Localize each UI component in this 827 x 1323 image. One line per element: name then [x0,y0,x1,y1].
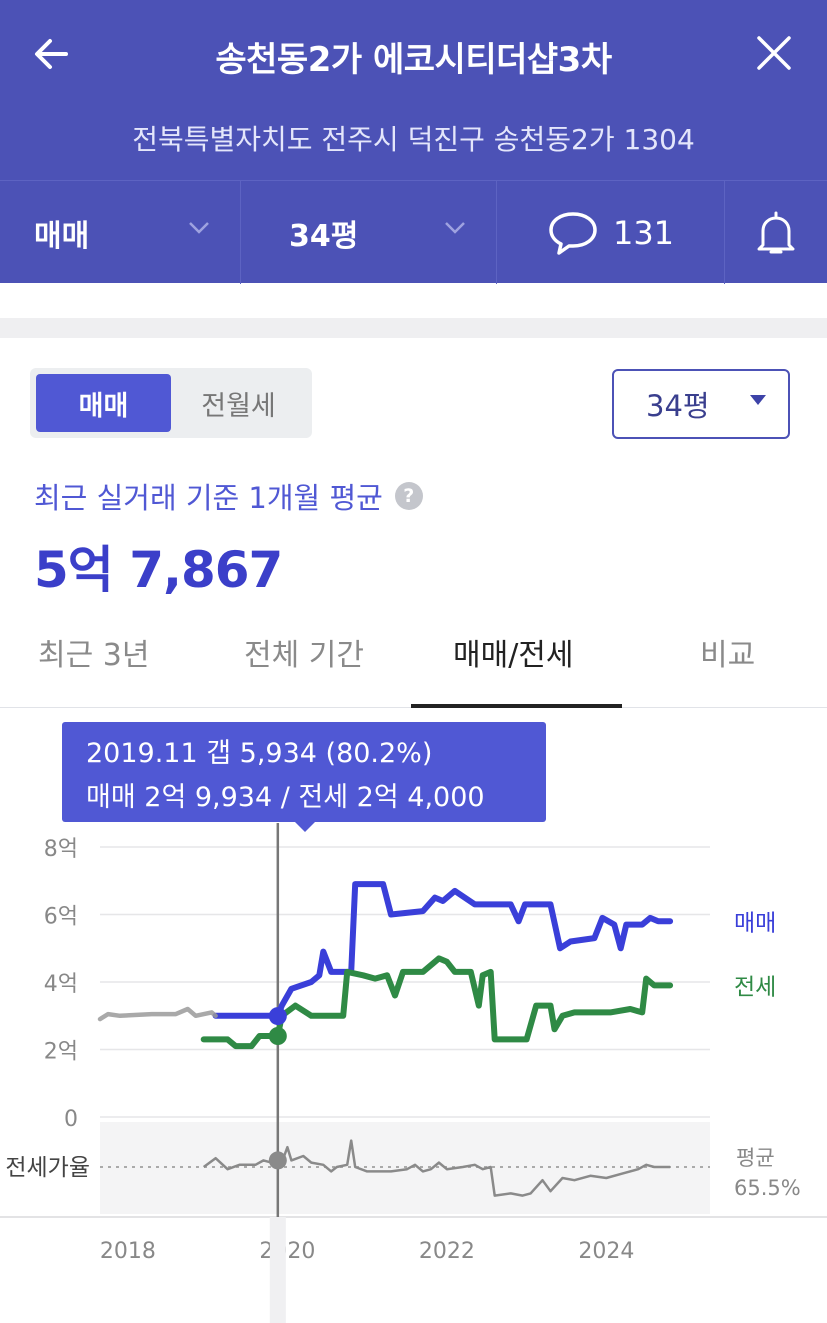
chevron-down-icon [445,222,465,234]
section-divider [0,318,827,338]
y-tick-label: 0 [64,1107,78,1132]
marker-dot-sale [268,1007,287,1026]
address-text: 전북특별자치도 전주시 덕진구 송천동2가 1304 [132,123,695,156]
series-line-0 [212,881,674,1019]
deal-segment-control: 매매 전월세 [30,368,312,438]
tab-recent-3y[interactable]: 최근 3년 [38,638,150,673]
back-arrow-icon[interactable] [28,30,76,78]
size-dropdown[interactable]: 34평 [240,181,496,284]
cursor-highlight [269,1217,286,1323]
avg-price-label: 최근 실거래 기준 1개월 평균 ? [34,475,423,517]
x-tick-label: 2022 [419,1239,475,1264]
active-tab-indicator [411,704,622,708]
x-tick-label: 2020 [259,1239,315,1264]
deal-type-label: 매매 [34,218,90,254]
avg-price-value: 5억 7,867 [34,541,283,599]
area-select[interactable]: 34평 [612,369,790,439]
ratio-average-value: 65.5% [734,1176,801,1200]
tooltip-arrow [294,821,316,832]
bell-icon [757,211,795,253]
tab-sale-lease[interactable]: 매매/전세 [453,638,574,673]
area-select-value: 34평 [646,389,710,423]
chart-tooltip: 2019.11 갭 5,934 (80.2%) 매매 2억 9,934 / 전세… [62,722,546,822]
tab-all-period[interactable]: 전체 기간 [244,638,364,673]
x-tick-label: 2024 [578,1239,634,1264]
caret-down-icon [750,395,766,405]
chevron-down-icon [189,222,209,234]
y-tick-label: 4억 [44,972,78,997]
size-label: 34평 [289,218,359,254]
comment-count: 131 [612,213,675,252]
period-tabs: 최근 3년 전체 기간 매매/전세 비교 [0,600,827,708]
deal-type-dropdown[interactable]: 매매 [0,181,240,284]
segment-sale[interactable]: 매매 [36,374,171,432]
app-header: 송천동2가 에코시티더샵3차 전북특별자치도 전주시 덕진구 송천동2가 130… [0,0,827,284]
series-line-2 [97,1006,218,1022]
marker-dot-lease [268,1027,287,1045]
title-row: 송천동2가 에코시티더샵3차 [0,20,827,90]
notification-button[interactable] [724,181,827,284]
avg-price-caption: 최근 실거래 기준 1개월 평균 [34,481,383,515]
y-tick-label: 6억 [44,905,78,930]
y-tick-label: 2억 [44,1040,78,1065]
close-icon[interactable] [751,30,797,76]
series-end-label: 전세 [734,974,776,1000]
tooltip-line-1: 2019.11 갭 5,934 (80.2%) [86,738,433,769]
header-toolbar: 매매 34평 131 [0,180,827,284]
help-icon[interactable]: ? [394,482,423,510]
speech-bubble-icon [549,211,597,255]
ratio-label: 전세가율 [5,1155,90,1181]
page-title: 송천동2가 에코시티더샵3차 [215,40,612,80]
segment-lease[interactable]: 전월세 [201,390,276,422]
tab-compare[interactable]: 비교 [700,638,756,673]
series-end-label: 매매 [734,910,776,936]
y-tick-label: 8억 [44,837,78,862]
ratio-average-label: 평균 [736,1146,775,1170]
marker-dot-ratio [268,1151,287,1170]
comments-button[interactable]: 131 [496,181,724,284]
tooltip-line-2: 매매 2억 9,934 / 전세 2억 4,000 [86,782,485,813]
x-tick-label: 2018 [100,1239,156,1264]
